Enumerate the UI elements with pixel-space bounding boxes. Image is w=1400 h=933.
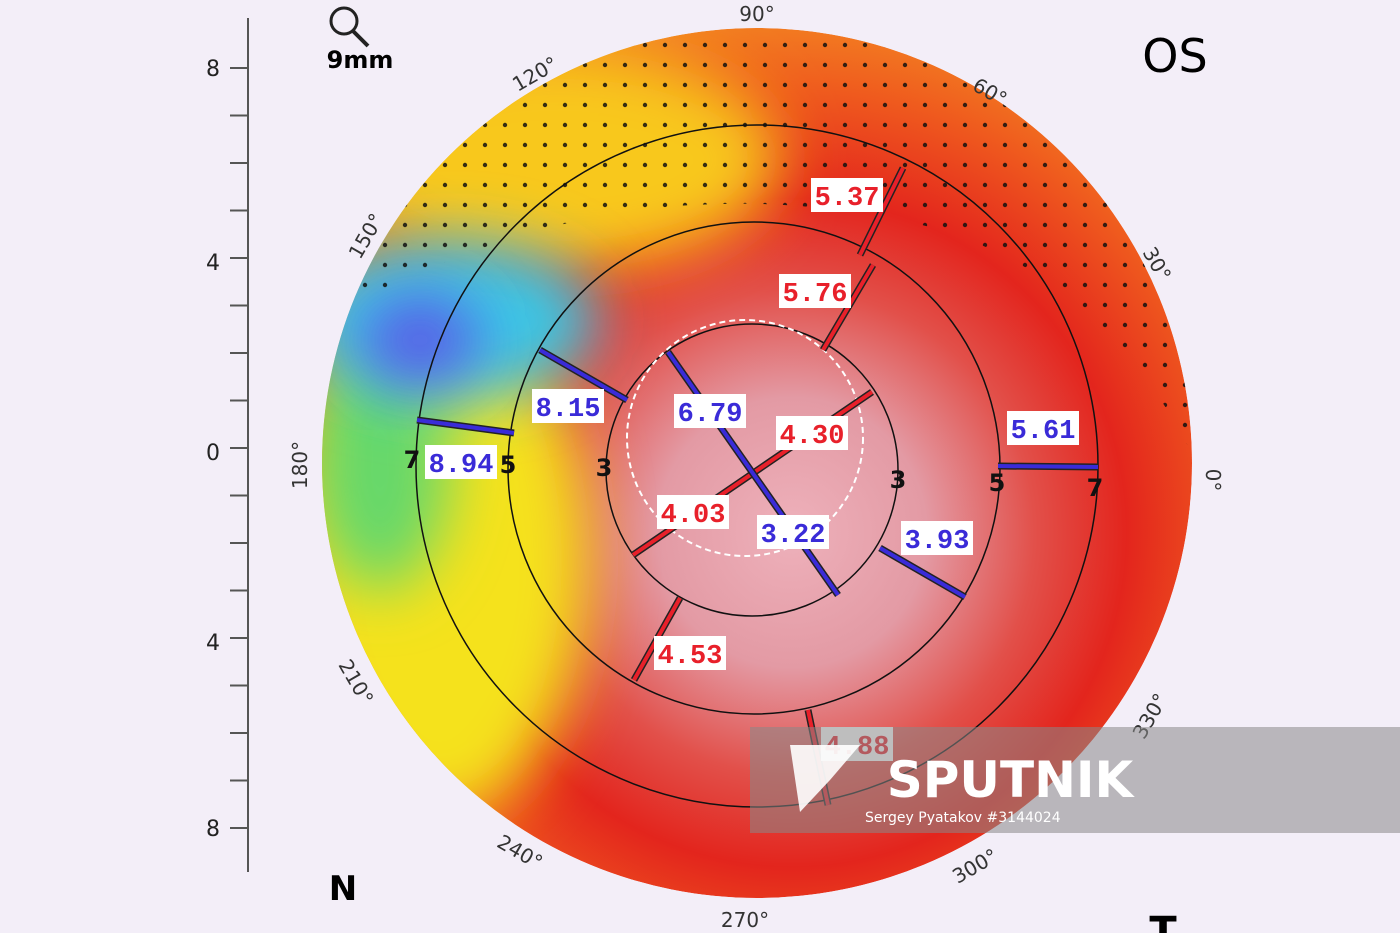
value-label: 3.93	[905, 527, 970, 557]
zoom-icon-handle	[351, 29, 370, 48]
pupil-outline	[626, 319, 864, 557]
ring-label: 3	[596, 454, 613, 482]
eye-label: OS	[1142, 29, 1207, 83]
value-box	[776, 416, 848, 450]
measure-line	[666, 350, 840, 597]
value-box	[901, 521, 973, 555]
scale-label: 0	[206, 441, 220, 466]
watermark: SPUTNIK Sergey Pyatakov #3144024	[750, 727, 1400, 833]
measure-line	[879, 546, 966, 599]
ring-label: 7	[404, 446, 421, 474]
value-label: 8.94	[429, 451, 494, 481]
ring-label: 7	[1087, 474, 1104, 502]
watermark-brand: SPUTNIK	[887, 751, 1136, 809]
value-box	[1007, 411, 1079, 445]
value-label: 5.37	[815, 184, 880, 214]
value-label: 8.15	[536, 395, 601, 425]
value-box	[811, 178, 883, 212]
value-label: 4.30	[780, 422, 845, 452]
value-box	[674, 394, 746, 428]
measure-line	[997, 464, 1099, 469]
angle-label: 90°	[739, 2, 774, 26]
scale-label: 8	[206, 817, 220, 842]
value-box	[532, 389, 604, 423]
value-box	[757, 515, 829, 549]
value-label: 4.53	[658, 642, 723, 672]
angle-label: 0°	[1201, 469, 1225, 492]
value-label: 4.03	[661, 501, 726, 531]
ring-label: 5	[989, 469, 1006, 497]
color-map	[322, 28, 1192, 898]
zoom-icon	[329, 6, 359, 36]
measure-line	[416, 418, 515, 435]
scale-label: 8	[206, 57, 220, 82]
scale-ticks	[230, 67, 248, 829]
measure-line	[539, 348, 628, 402]
ring-label: 3	[890, 466, 907, 494]
scale-label: 4	[206, 251, 220, 276]
watermark-credit: Sergey Pyatakov #3144024	[865, 810, 1061, 826]
temporal-label: T	[1149, 909, 1177, 933]
angle-label: 180°	[288, 441, 312, 489]
zoom-label: 9mm	[327, 46, 394, 74]
nasal-label: N	[329, 869, 357, 909]
value-box	[654, 636, 726, 670]
value-label: 5.61	[1011, 417, 1076, 447]
value-label: 6.79	[678, 400, 743, 430]
value-label: 3.22	[761, 521, 826, 551]
angle-label: 270°	[721, 908, 769, 932]
value-box	[779, 274, 851, 308]
value-box	[425, 445, 497, 479]
value-box	[657, 495, 729, 529]
scale-label: 4	[206, 631, 220, 656]
value-label: 5.76	[783, 280, 848, 310]
ring-label: 5	[500, 451, 517, 479]
